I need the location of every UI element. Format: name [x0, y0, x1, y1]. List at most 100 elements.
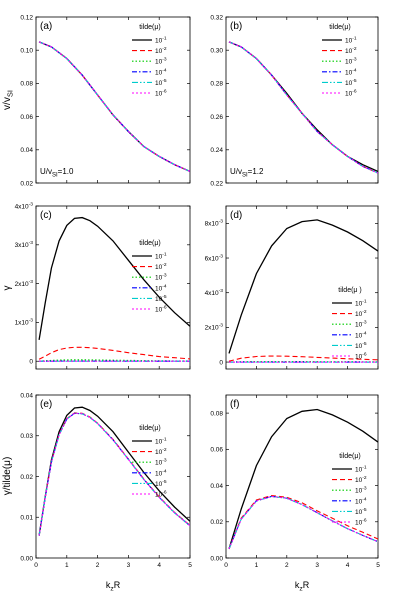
legend-entry-3: 10-3 [155, 458, 167, 467]
legend-entry-6: 10-6 [355, 352, 367, 361]
series-line-6 [38, 41, 190, 172]
series-line-4 [38, 41, 190, 172]
legend-entry-6: 10-6 [355, 518, 367, 527]
y-tick-label: 4x10-3 [205, 288, 224, 297]
series-line-1 [38, 41, 190, 172]
legend-entry-4: 10-4 [155, 67, 167, 76]
y-tick-label: 0.30 [210, 48, 223, 55]
legend-title: tilde(μ) [329, 24, 351, 31]
legend-entry-4: 10-4 [155, 283, 167, 292]
legend-entry-5: 10-5 [155, 294, 167, 303]
series-line-2 [38, 41, 190, 172]
series-line-4 [38, 412, 190, 536]
panel-label: (f) [230, 399, 239, 410]
panel-b: 0.22 0.24 0.26 0.28 0.30 0.32 (b) U/vSI=1.2 tild… [210, 14, 379, 187]
panel-a: 0.02 0.04 0.06 0.08 0.10 0.12 (a) U/vSI=1.0 tild… [20, 14, 191, 187]
x-tick-label: 2 [285, 562, 289, 569]
y-tick-label: 0.10 [20, 48, 33, 55]
legend-entry-3: 10-3 [355, 320, 367, 329]
y-axis-title-text: γ [2, 286, 13, 291]
x-tick-label: 1 [65, 562, 69, 569]
y-tick-label: 0.01 [20, 515, 33, 522]
series-line-6 [228, 41, 378, 174]
series-line-6 [228, 495, 378, 550]
series-line-5 [38, 41, 190, 172]
panel-note: U/vSI=1.0 [40, 167, 74, 179]
x-tick-label: 5 [188, 562, 192, 569]
y-tick-label: 0.08 [20, 81, 33, 88]
x-tick-label: 0 [224, 562, 228, 569]
y-tick-label: 0 [29, 359, 33, 366]
panel-label: (d) [230, 210, 242, 221]
legend-entry-2: 10-2 [355, 475, 367, 484]
y-tick-label: 0.32 [210, 14, 223, 21]
y-tick-label: 1x10-3 [15, 318, 34, 327]
panel-c: 0 1x10-3 2x10-3 3x10-3 4x10-3 (c) tilde(μ) 10-1… [15, 201, 191, 370]
x-tick-label: 1 [255, 562, 259, 569]
panel-note: U/vSI=1.2 [230, 167, 264, 179]
series-line-6 [38, 412, 190, 536]
legend-entry-6: 10-6 [345, 89, 357, 98]
legend-entry-6: 10-6 [155, 89, 167, 98]
y-tick-label: 0.00 [20, 555, 33, 562]
legend-entry-1: 10-1 [155, 437, 167, 446]
x-tick-label: 4 [157, 562, 161, 569]
legend-entry-3: 10-3 [345, 57, 357, 66]
legend-entry-3: 10-3 [155, 57, 167, 66]
series-line-1 [228, 219, 378, 354]
y-tick-label: 0.02 [20, 474, 33, 481]
plot-frame [35, 16, 191, 184]
panel-d: 0 2x10-3 4x10-3 6x10-3 8x10-3 (d) tilde(μ ) 10-… [205, 205, 379, 370]
legend-entry-4: 10-4 [355, 330, 367, 339]
series-line-1 [38, 406, 190, 536]
legend-entry-5: 10-5 [355, 507, 367, 516]
legend-entry-4: 10-4 [355, 496, 367, 505]
legend-entry-1: 10-1 [355, 299, 367, 308]
legend-entry-2: 10-2 [355, 309, 367, 318]
y-tick-label: 0 [219, 359, 223, 366]
legend-entry-5: 10-5 [345, 78, 357, 87]
y-tick-label: 0.00 [210, 555, 223, 562]
y-tick-label: 0.12 [20, 14, 33, 21]
y-tick-label: 0.02 [210, 519, 223, 526]
x-tick-label: 3 [127, 562, 131, 569]
y-tick-label: 2x10-3 [15, 279, 34, 288]
y-tick-label: 0.06 [210, 447, 223, 454]
legend-entry-5: 10-5 [155, 78, 167, 87]
legend-title: tilde(μ) [339, 453, 361, 460]
x-tick-label: 5 [376, 562, 380, 569]
series-line-3 [38, 412, 190, 536]
y-axis-title-text: v/vSI [2, 90, 15, 110]
series-line-2 [38, 412, 190, 536]
plot-frame [35, 205, 191, 370]
x-axis-title-2: kzR [295, 580, 310, 593]
plot-frame [225, 394, 379, 559]
legend-entry-2: 10-2 [155, 262, 167, 271]
panel-f: 0 1 2 3 4 5 0.00 0.02 0.04 0.06 0.08 (f) tilde(μ) 10-… [210, 394, 380, 569]
legend-entry-2: 10-2 [155, 46, 167, 55]
plot-frame [225, 205, 379, 370]
series-line-2 [38, 346, 190, 360]
legend-entry-1: 10-1 [155, 36, 167, 45]
y-tick-label: 0.04 [20, 392, 33, 399]
y-axis-title-1: v/vSI [2, 90, 15, 110]
x-axis-title-1: kzR [106, 580, 121, 593]
x-tick-label: 2 [96, 562, 100, 569]
legend-entry-2: 10-2 [155, 447, 167, 456]
legend-title: tilde(μ) [139, 24, 161, 31]
panel-label: (b) [230, 21, 242, 32]
y-axis-title-text: γ/tilde(μ) [2, 457, 13, 496]
legend-entry-6: 10-6 [155, 305, 167, 314]
series-line-3 [39, 359, 190, 362]
panel-label: (e) [40, 399, 52, 410]
legend-entry-2: 10-2 [345, 46, 357, 55]
legend-entry-1: 10-1 [155, 252, 167, 261]
x-tick-label: 3 [315, 562, 319, 569]
series-line-3 [38, 41, 190, 172]
y-tick-label: 0.03 [20, 433, 33, 440]
legend-entry-3: 10-3 [155, 273, 167, 282]
legend-entry-3: 10-3 [355, 486, 367, 495]
y-tick-label: 0.08 [210, 410, 223, 417]
y-tick-label: 8x10-3 [205, 219, 224, 228]
